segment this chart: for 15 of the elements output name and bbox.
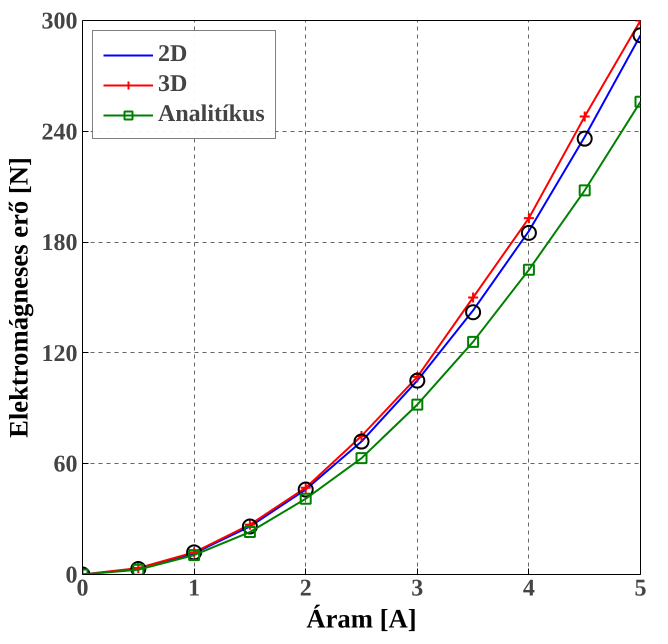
y-tick-label: 240 [42, 119, 78, 146]
y-axis-title: Elektromágneses erő [N] [4, 157, 34, 438]
legend-label: 3D [158, 71, 188, 98]
x-tick-label: 5 [634, 576, 646, 602]
y-tick-label: 180 [42, 230, 78, 256]
y-tick-label: 120 [42, 340, 78, 367]
legend-label: Analitíkus [158, 101, 265, 128]
y-tick-label: 300 [42, 8, 78, 34]
x-tick-label: 3 [411, 576, 424, 602]
x-tick-label: 2 [300, 576, 312, 602]
y-tick-label: 60 [54, 452, 78, 478]
legend-label: 2D [158, 41, 188, 68]
x-tick-label: 1 [188, 576, 200, 602]
x-axis-title: Áram [A] [306, 604, 417, 634]
x-tick-label: 4 [522, 576, 535, 602]
